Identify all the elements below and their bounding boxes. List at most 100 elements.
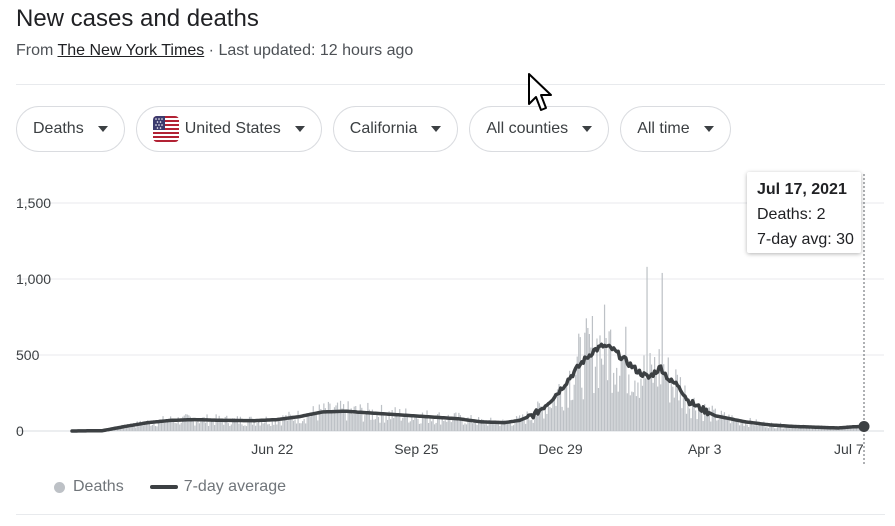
daily-deaths-bar — [581, 387, 583, 431]
daily-deaths-bar — [403, 416, 405, 431]
daily-deaths-bar — [165, 421, 167, 431]
daily-deaths-bar — [493, 423, 495, 431]
daily-deaths-bar — [471, 423, 474, 431]
daily-deaths-bar — [641, 385, 644, 431]
daily-deaths-bar — [195, 421, 198, 431]
daily-deaths-bar — [525, 423, 527, 431]
daily-deaths-bar — [183, 415, 185, 431]
daily-deaths-bar — [584, 332, 586, 431]
daily-deaths-bar — [338, 410, 340, 431]
daily-deaths-bar — [474, 423, 477, 431]
y-tick-label: 500 — [16, 347, 40, 363]
daily-deaths-bar — [582, 399, 584, 431]
y-axis-labels: 0 500 1,000 1,500 — [16, 195, 51, 439]
daily-deaths-bar — [763, 421, 765, 431]
daily-deaths-bar — [333, 407, 336, 431]
daily-deaths-bar — [555, 405, 557, 431]
y-tick-label: 1,000 — [16, 271, 51, 287]
daily-deaths-bar — [424, 415, 427, 431]
daily-deaths-bar — [840, 429, 842, 431]
daily-deaths-bar — [250, 416, 252, 431]
country-dropdown[interactable]: United States — [135, 106, 322, 152]
x-tick-label: Dec 29 — [538, 441, 583, 457]
daily-deaths-bar — [738, 425, 741, 431]
daily-deaths-bar — [438, 412, 440, 431]
daily-deaths-bar — [496, 421, 498, 431]
daily-deaths-bar — [235, 418, 237, 431]
daily-deaths-bar — [171, 420, 173, 431]
daily-deaths-bar — [394, 407, 396, 431]
daily-deaths-bar — [728, 414, 730, 431]
daily-deaths-bar — [203, 416, 205, 431]
daily-deaths-bar — [119, 428, 122, 431]
daily-deaths-bar — [238, 423, 240, 431]
daily-deaths-bar — [324, 408, 326, 431]
daily-deaths-bar — [857, 426, 859, 431]
daily-deaths-bar — [720, 410, 722, 431]
daily-deaths-bar — [210, 419, 213, 431]
daily-deaths-bar — [355, 406, 357, 431]
daily-deaths-bar — [702, 421, 704, 431]
daily-deaths-bar — [611, 392, 613, 431]
county-dropdown[interactable]: All counties — [469, 106, 610, 152]
daily-deaths-bar — [603, 304, 606, 431]
metric-dropdown[interactable]: Deaths — [16, 106, 125, 152]
daily-deaths-bar — [637, 382, 639, 431]
daily-deaths-bar — [494, 423, 496, 431]
tooltip-deaths: Deaths: 2 — [757, 206, 826, 223]
daily-deaths-bar — [778, 426, 780, 431]
daily-deaths-bar — [600, 358, 603, 431]
daily-deaths-bar — [658, 349, 660, 431]
daily-deaths-bar — [497, 421, 499, 431]
state-dropdown[interactable]: California — [332, 106, 459, 152]
source-line: From The New York Times · Last updated: … — [16, 42, 413, 60]
daily-deaths-bar — [298, 423, 301, 431]
source-link[interactable]: The New York Times — [57, 42, 205, 59]
daily-deaths-bar — [390, 419, 392, 431]
seven-day-average-line — [70, 342, 866, 433]
daily-deaths-bar — [227, 423, 229, 431]
daily-deaths-bar — [435, 422, 437, 431]
daily-deaths-bar — [596, 338, 598, 431]
daily-deaths-bar — [320, 408, 322, 431]
daily-deaths-bar — [437, 414, 439, 431]
daily-deaths-bar — [124, 427, 126, 431]
daily-deaths-bar — [559, 389, 562, 431]
daily-deaths-bar — [775, 428, 777, 431]
daily-deaths-bar — [336, 402, 339, 431]
daily-deaths-bar — [679, 377, 682, 431]
time-range-dropdown[interactable]: All time — [620, 106, 731, 152]
hover-tooltip: Jul 17, 2021 Deaths: 2 7-day avg: 30 — [747, 172, 861, 253]
daily-deaths-bar — [341, 408, 343, 431]
daily-deaths-bar — [698, 407, 700, 431]
daily-deaths-bar — [610, 329, 612, 431]
daily-deaths-bar — [421, 412, 424, 431]
daily-deaths-bar — [226, 415, 228, 431]
daily-deaths-bar — [675, 369, 677, 431]
daily-deaths-bar — [770, 422, 773, 431]
daily-deaths-bar — [396, 412, 398, 431]
daily-deaths-bar — [478, 417, 480, 431]
tooltip-average: 7-day avg: 30 — [757, 231, 854, 248]
daily-deaths-bar — [185, 414, 187, 431]
daily-deaths-bar — [329, 403, 331, 431]
daily-deaths-bar — [608, 331, 610, 431]
daily-deaths-bar — [764, 427, 766, 431]
daily-deaths-bar — [488, 420, 490, 431]
daily-deaths-bar — [297, 410, 299, 431]
daily-deaths-bar — [690, 418, 692, 431]
daily-deaths-bar — [613, 372, 615, 431]
daily-deaths-bar — [353, 406, 355, 431]
daily-deaths-bar — [150, 425, 152, 431]
daily-deaths-bar — [176, 423, 178, 431]
daily-deaths-bar — [368, 409, 370, 431]
daily-deaths-bar — [746, 424, 748, 431]
daily-deaths-bar — [449, 418, 451, 431]
daily-deaths-bar — [628, 374, 630, 431]
daily-deaths-bar — [520, 420, 522, 431]
daily-deaths-bar — [286, 420, 289, 431]
daily-deaths-bar — [386, 419, 389, 431]
daily-deaths-bar — [594, 366, 597, 431]
daily-deaths-bar — [620, 357, 622, 431]
